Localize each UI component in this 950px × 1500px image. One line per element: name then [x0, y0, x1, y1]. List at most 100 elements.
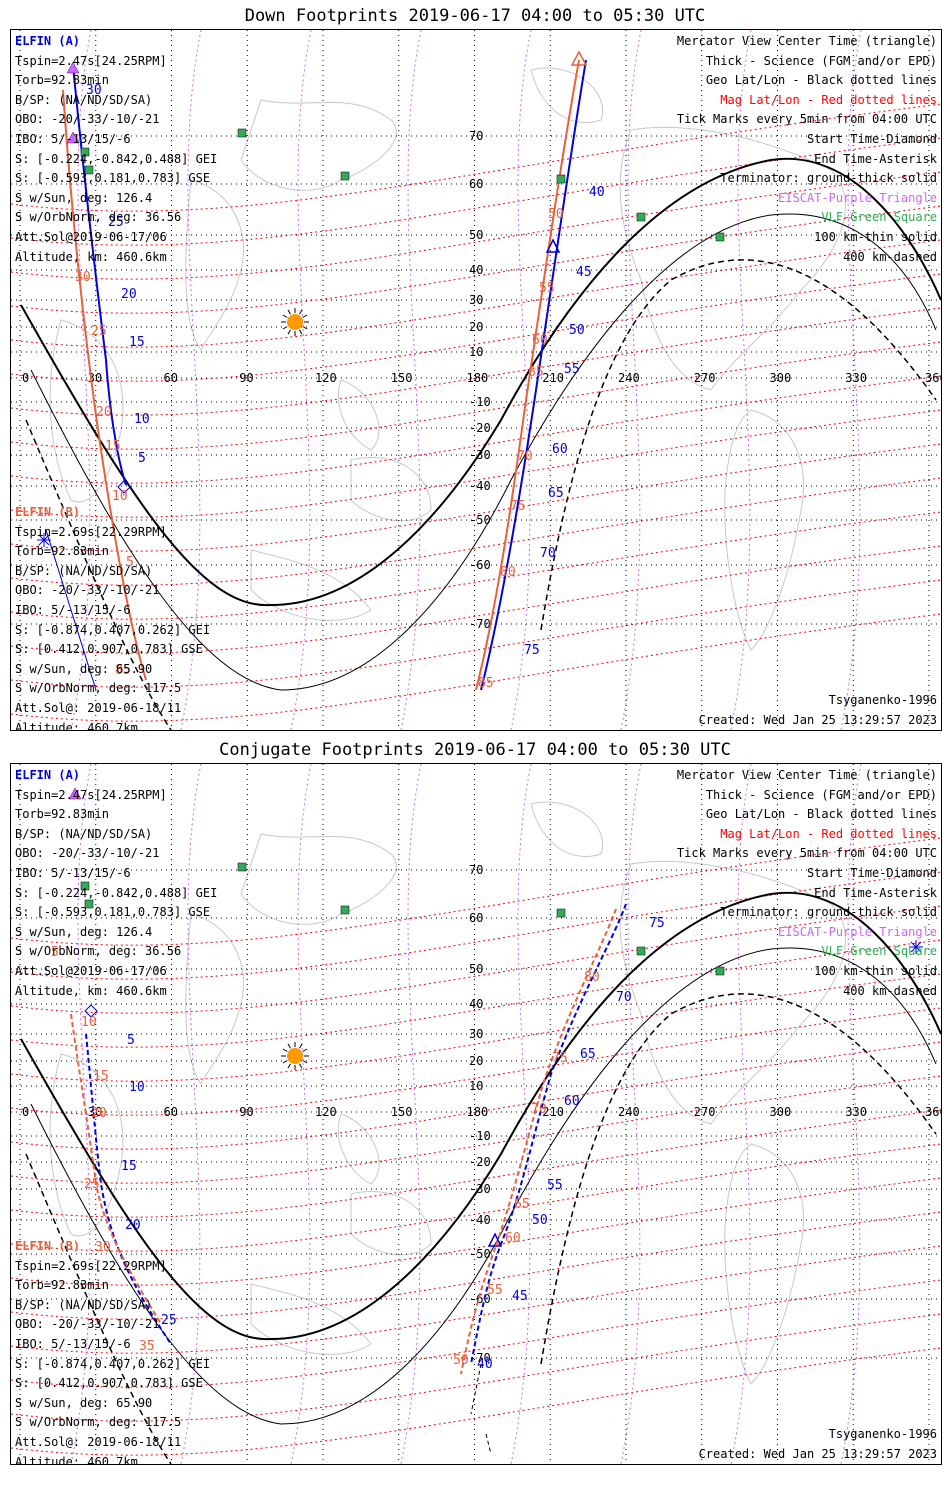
track-tick-label: 5 — [126, 555, 134, 570]
lat-tick-label: 30 — [469, 1027, 483, 1041]
lon-tick-label: 270 — [694, 1105, 716, 1119]
sun-ray — [299, 309, 303, 315]
coastline — [530, 67, 603, 124]
mag-parallel — [11, 1211, 941, 1320]
track-tick-label: 20 — [91, 1106, 107, 1121]
sun-ray — [299, 1043, 303, 1049]
model-label: Tsyganenko-1996 — [828, 1427, 937, 1441]
info-line: Tspin=2.69s[22.29RPM] — [15, 1258, 167, 1273]
created-label: Created: Wed Jan 25 13:29:57 2023 — [698, 1447, 937, 1461]
lon-tick-label: 90 — [239, 1105, 253, 1119]
lon-tick-label: 150 — [391, 371, 413, 385]
lat-tick-label: 50 — [469, 228, 483, 242]
coastline — [350, 456, 432, 522]
eiscat-stations — [66, 61, 80, 144]
info-line: S: [-0.224,-0.842,0.488] GEI — [15, 151, 218, 166]
terminator-100km — [30, 947, 937, 1425]
legend-item: Start Time-Diamond — [806, 865, 937, 880]
track-tick-label: 60 — [552, 442, 568, 457]
elfin-b-track — [70, 1013, 162, 1325]
lon-tick-label: 240 — [618, 1105, 640, 1119]
info-line: S: [-0.874,0.407,0.262] GEI — [15, 1356, 211, 1371]
mag-parallel — [11, 1109, 941, 1218]
lat-tick-label: -20 — [469, 421, 491, 435]
square-icon — [84, 165, 94, 175]
mag-meridian — [290, 30, 312, 730]
mag-parallel — [11, 1245, 941, 1354]
lon-tick-label: 30 — [88, 1105, 102, 1119]
mag-parallel — [11, 1041, 941, 1150]
track-tick-label: 55 — [564, 362, 580, 377]
track-tick-label: 10 — [129, 1080, 145, 1095]
info-line: IBO: 5/-13/15/-6 — [15, 865, 131, 880]
triangle-icon — [570, 50, 588, 66]
sun-ray — [287, 329, 291, 335]
panel-title-down: Down Footprints 2019-06-17 04:00 to 05:3… — [244, 6, 706, 26]
track-tick-label: 40 — [589, 185, 605, 200]
map-canvas-down: 0 30 60 90 120 150 180 210 240 270 300 330 360 70 60 50… — [11, 30, 941, 730]
lon-tick-label: 180 — [467, 1105, 489, 1119]
info-line: IBO: 5/-13/15/-6 — [15, 131, 131, 146]
sun-ray — [302, 1060, 308, 1064]
lon-tick-label: 300 — [770, 1105, 792, 1119]
elfin-b-track — [460, 908, 617, 1375]
sun-ray — [302, 326, 308, 330]
track-tick-label: 55 — [487, 1283, 503, 1298]
legend: Mercator View Center Time (triangle) Thic… — [677, 766, 937, 1001]
coastline — [724, 409, 805, 651]
sun-disc — [287, 1048, 303, 1064]
info-line: S: [0.412,0.907,0.783] GSE — [15, 1376, 203, 1391]
lon-tick-label: 360 — [925, 371, 941, 385]
sun-ray — [299, 1063, 303, 1069]
track-tick-label: 20 — [121, 287, 137, 302]
track-tick-label: 70 — [616, 990, 632, 1005]
info-line: S: [-0.224,-0.842,0.488] GEI — [15, 885, 218, 900]
mag-parallel — [11, 477, 941, 586]
track-tick-label: 45 — [576, 265, 592, 280]
track-tick-label: 60 — [564, 1094, 580, 1109]
mag-parallel — [11, 1075, 941, 1184]
vlf-stations — [80, 862, 725, 976]
track-tick-label: 35 — [139, 1339, 155, 1354]
diamond-icon — [84, 1004, 98, 1018]
asterisk-icon — [37, 533, 51, 547]
coastlines — [49, 67, 846, 651]
mag-meridian — [290, 764, 312, 1464]
track-tick-label: 15 — [121, 1159, 137, 1174]
mag-parallel — [11, 545, 941, 654]
mag-parallel — [11, 613, 941, 722]
lon-tick-label: 210 — [542, 371, 564, 385]
info-line: S w/OrbNorm, deg: 36.56 — [15, 210, 182, 225]
lat-tick-label: -50 — [469, 513, 491, 527]
mag-grid — [11, 764, 941, 1464]
mag-parallel — [11, 103, 941, 212]
info-line: Altitude, km: 460.6km — [15, 249, 167, 264]
lon-tick-label: 300 — [770, 371, 792, 385]
track-tick-label: 70 — [540, 546, 556, 561]
track-tick-label: 5 — [127, 1033, 135, 1048]
info-line: OBO: -20/-33/-10/-21 — [15, 1317, 160, 1332]
coastline — [337, 1113, 380, 1185]
legend-item: Tick Marks every 5min from 04:00 UTC — [676, 112, 937, 127]
lat-tick-label: -10 — [469, 1129, 491, 1143]
track-tick-label: 50 — [453, 1353, 469, 1368]
tracks — [70, 903, 923, 1455]
track-tick-label: 75 — [524, 643, 540, 658]
lat-tick-label: 60 — [469, 177, 483, 191]
track-tick-label: 50 — [532, 1213, 548, 1228]
sun-ray — [282, 1060, 288, 1064]
square-icon — [636, 212, 646, 222]
coastline — [240, 833, 397, 925]
track-tick-label: 70 — [517, 449, 533, 464]
legend-item: 400 km-dashed — [843, 249, 937, 264]
coastline — [49, 1053, 124, 1237]
legend-item: 400 km-dashed — [843, 983, 937, 998]
info-line: OBO: -20/-33/-10/-21 — [15, 846, 160, 861]
legend-item: End Time-Asterisk — [814, 885, 937, 900]
legend-item: EISCAT-Purple Triangle — [778, 190, 937, 205]
info-line: S: [-0.874,0.407,0.262] GEI — [15, 622, 211, 637]
mag-parallel — [11, 205, 941, 314]
lat-tick-label: 10 — [469, 1079, 483, 1093]
elfin-b-label: ELFIN (B) — [15, 505, 81, 519]
track-tick-label: 80 — [500, 565, 516, 580]
